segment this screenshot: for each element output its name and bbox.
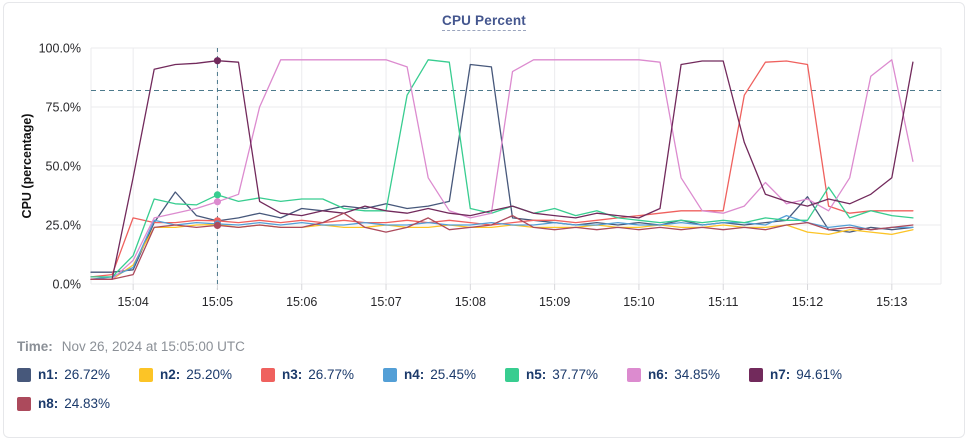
legend-item-n7[interactable]: n7: 94.61%: [749, 367, 871, 382]
series-line-n4: [90, 214, 914, 280]
x-tick-label: 15:11: [708, 295, 738, 309]
time-label: Time:: [17, 339, 53, 354]
legend-series-value: 26.72%: [64, 367, 111, 382]
legend-swatch-n8: [17, 396, 31, 411]
legend-series-name: n7:: [770, 367, 791, 382]
legend-item-n3[interactable]: n3: 26.77%: [261, 367, 383, 382]
y-tick-label: 50.0%: [46, 160, 81, 174]
legend-swatch-n7: [749, 367, 763, 382]
chart-plot[interactable]: 15:04 15:05 15:06 15:07 15:08 15:09 15:10 15:11…: [1, 41, 968, 311]
legend-series-value: 25.45%: [430, 367, 477, 382]
x-tick-label: 15:07: [370, 295, 401, 309]
chart-header: CPU Percent: [4, 12, 964, 31]
legend-series-value: 25.20%: [186, 367, 233, 382]
hover-dot-n6: [213, 198, 222, 206]
hover-dot-n5: [213, 191, 222, 199]
legend-swatch-n6: [627, 367, 641, 382]
y-tick-label: 100.0%: [39, 42, 81, 56]
legend-swatch-n3: [261, 367, 275, 382]
time-value: Nov 26, 2024 at 15:05:00 UTC: [61, 339, 245, 354]
legend-item-n6[interactable]: n6: 34.85%: [627, 367, 749, 382]
legend-series-name: n3:: [282, 367, 303, 382]
legend-series-name: n8:: [38, 396, 59, 411]
legend-item-n4[interactable]: n4: 25.45%: [383, 367, 505, 382]
legend-series-name: n6:: [648, 367, 669, 382]
y-tick-label: 0.0%: [53, 278, 82, 292]
legend-series-value: 26.77%: [308, 367, 355, 382]
hover-dot-n8: [213, 221, 222, 230]
legend-swatch-n1: [17, 367, 31, 382]
legend-swatch-n5: [505, 367, 519, 382]
legend-swatch-n4: [383, 367, 397, 382]
series-line-n5: [90, 59, 914, 278]
x-tick-label: 15:08: [455, 295, 486, 309]
series-line-n8: [90, 212, 914, 280]
series-line-n3: [90, 60, 914, 278]
y-tick-label: 25.0%: [46, 219, 81, 233]
hover-dot-n7: [213, 57, 222, 65]
cpu-percent-chart[interactable]: 15:04 15:05 15:06 15:07 15:08 15:09 15:10 15:11…: [1, 41, 968, 311]
x-tick-label: 15:04: [118, 295, 149, 309]
legend-item-n2[interactable]: n2: 25.20%: [139, 367, 261, 382]
x-tick-label: 15:05: [202, 295, 233, 309]
legend-series-name: n5:: [526, 367, 547, 382]
legend-item-n1[interactable]: n1: 26.72%: [17, 367, 139, 382]
series-line-n1: [90, 63, 914, 273]
legend-series-name: n1:: [38, 367, 59, 382]
x-tick-label: 15:10: [623, 295, 654, 309]
legend-series-value: 24.83%: [64, 396, 111, 411]
legend-series-value: 34.85%: [674, 367, 721, 382]
legend: n1: 26.72% n2: 25.20% n3: 26.77% n4: 25.45% n5: 3…: [17, 367, 957, 411]
legend-item-n5[interactable]: n5: 37.77%: [505, 367, 627, 382]
chart-title[interactable]: CPU Percent: [442, 13, 526, 31]
legend-series-name: n4:: [404, 367, 425, 382]
x-tick-label: 15:06: [286, 295, 317, 309]
legend-item-n8[interactable]: n8: 24.83%: [17, 396, 139, 411]
hover-time-row: Time: Nov 26, 2024 at 15:05:00 UTC: [17, 339, 245, 354]
x-tick-label: 15:13: [876, 295, 907, 309]
x-tick-label: 15:09: [539, 295, 570, 309]
series-line-n7: [90, 60, 914, 280]
x-tick-label: 15:12: [792, 295, 823, 309]
chart-card: CPU Percent 15:04 15:05 15:06 15:07 15:08 15:…: [3, 2, 965, 438]
legend-series-value: 94.61%: [796, 367, 843, 382]
legend-series-value: 37.77%: [552, 367, 599, 382]
series-line-n2: [90, 223, 914, 280]
series-line-n6: [90, 59, 914, 280]
legend-series-name: n2:: [160, 367, 181, 382]
legend-swatch-n2: [139, 367, 153, 382]
y-axis-title: CPU (percentage): [20, 114, 34, 219]
y-tick-label: 75.0%: [46, 101, 81, 115]
